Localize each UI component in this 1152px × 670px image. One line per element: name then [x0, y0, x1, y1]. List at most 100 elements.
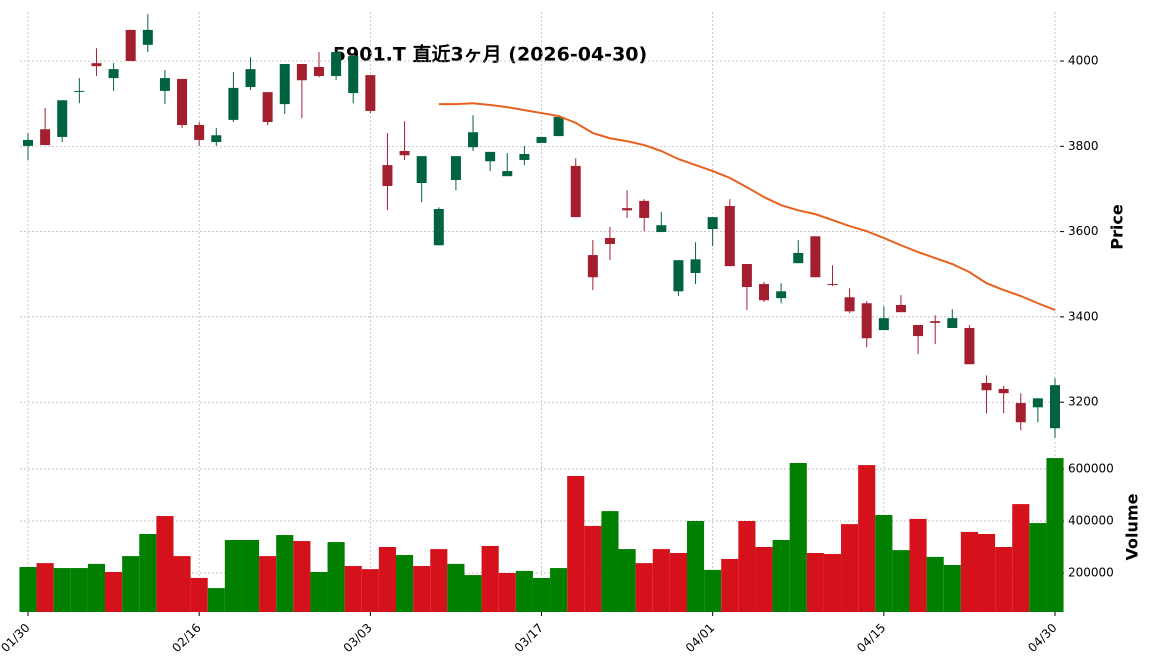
candle-body [348, 55, 359, 94]
candle-body [981, 382, 992, 391]
volume-bar [105, 571, 123, 612]
candle-body [331, 52, 342, 76]
y-tick-label: 3600 [1068, 224, 1099, 238]
candle-body [433, 209, 444, 246]
candle-body [228, 87, 239, 120]
volume-bar [567, 476, 585, 612]
volume-bar [721, 558, 739, 612]
y-tick-label: 3200 [1068, 395, 1099, 409]
volume-bar [259, 556, 277, 612]
volume-bar [1029, 523, 1047, 612]
y-axis-label: Price [1108, 204, 1127, 250]
y-tick-label: 3800 [1068, 139, 1099, 153]
volume-bar [669, 552, 687, 612]
candle-body [622, 208, 633, 211]
candle-body [947, 318, 958, 328]
volume-bar [207, 588, 225, 612]
volume-bar [241, 539, 260, 612]
volume-bar [327, 542, 345, 612]
volume-bar [344, 565, 362, 612]
candle-body [604, 238, 615, 244]
volume-bar [841, 524, 859, 612]
volume-bar [53, 568, 71, 612]
volume-bar [652, 549, 670, 612]
volume-tick-label: 600000 [1068, 461, 1114, 475]
candle-body [810, 236, 821, 278]
candle-body [759, 284, 770, 301]
candle-body [741, 264, 752, 288]
volume-bar [772, 539, 790, 612]
candle-body [382, 165, 393, 186]
candle-body [690, 259, 701, 273]
candle-body [639, 200, 650, 218]
volume-bar [498, 572, 516, 612]
candle-body [194, 125, 205, 140]
volume-bar [1012, 504, 1030, 612]
candle-body [365, 75, 376, 111]
volume-bar [789, 463, 807, 612]
volume-bar [858, 465, 876, 612]
volume-bar [635, 563, 653, 612]
volume-bar [806, 552, 824, 612]
candle-body [262, 92, 273, 123]
candle-body [142, 29, 153, 45]
volume-bar [139, 533, 157, 612]
volume-bar [310, 571, 328, 612]
candle-body [450, 156, 461, 181]
volume-bar [704, 569, 722, 612]
volume-tick-label: 400000 [1068, 513, 1114, 527]
volume-bar [413, 565, 431, 612]
moving-average-line [438, 102, 1056, 312]
candle-body [913, 324, 924, 337]
candle-body [125, 29, 136, 62]
candle-body [296, 64, 307, 81]
volume-bar [430, 549, 448, 612]
candle-body [930, 321, 941, 323]
x-tick-label: 01/30 [0, 621, 33, 655]
y-tick-label: 4000 [1068, 54, 1099, 68]
volume-bar [173, 556, 191, 612]
candle-body [159, 78, 170, 91]
candle-body [878, 318, 889, 331]
candle-body [776, 291, 787, 299]
candle-body [656, 225, 667, 233]
candle-body [91, 63, 102, 67]
volume-bar [532, 577, 551, 612]
volume-bar [909, 518, 927, 612]
volume-bar [943, 564, 961, 612]
volume-bar [755, 546, 773, 612]
volume-bar [190, 577, 208, 612]
candle-body [74, 90, 85, 92]
volume-bar [515, 570, 533, 612]
volume-bar [276, 535, 294, 612]
candle-body [108, 69, 119, 79]
volume-bar [875, 515, 893, 612]
volume-bar [464, 575, 482, 612]
candle-body [279, 64, 290, 105]
volume-bar [396, 555, 414, 612]
x-tick-label: 04/01 [683, 621, 717, 655]
volume-axis-label: Volume [1123, 493, 1142, 560]
chart-title: 5901.T 直近3ヶ月 (2026-04-30) [333, 43, 647, 66]
volume-bar [481, 545, 499, 612]
candle-body [23, 139, 33, 146]
candle-body [673, 260, 684, 292]
candle-body [707, 217, 718, 230]
candle-body [177, 78, 188, 126]
x-tick-label: 03/03 [341, 621, 375, 655]
candle-body [570, 165, 581, 218]
volume-bar [550, 568, 568, 612]
candle-body [313, 67, 324, 76]
volume-bar [926, 556, 944, 612]
candle-body [519, 154, 530, 160]
volume-tick-label: 200000 [1068, 565, 1114, 579]
volume-bar [447, 563, 465, 612]
x-tick-label: 04/30 [1025, 621, 1059, 655]
volume-bar [122, 556, 140, 612]
candle-body [536, 136, 547, 143]
candle-body [793, 252, 804, 264]
candle-body [399, 151, 410, 156]
candle-body [998, 388, 1009, 394]
candle-body [844, 297, 855, 312]
